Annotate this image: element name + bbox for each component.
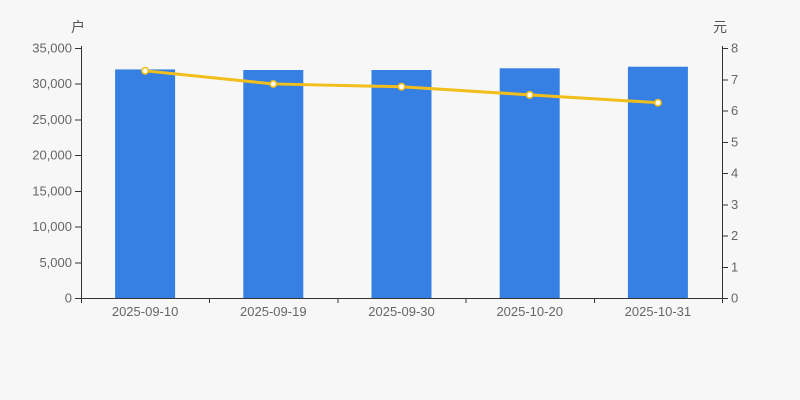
axes: 0 5,000 10,000 15,000 20,000 25,000 30,000 35,0… (32, 41, 738, 320)
line-data-point-marker (653, 98, 662, 107)
bar (499, 68, 560, 299)
right-axis-tick-label: 1 (731, 259, 738, 274)
left-axis-tick-label: 5,000 (39, 255, 72, 270)
left-axis-tick-label: 10,000 (32, 219, 72, 234)
right-axis-unit-label: 元 (713, 19, 727, 35)
left-axis-tick-label: 25,000 (32, 112, 72, 127)
left-axis-tick-label: 20,000 (32, 148, 72, 163)
right-axis-tick-label: 5 (731, 134, 738, 149)
left-axis-tick-label: 15,000 (32, 183, 72, 198)
x-axis-category-label: 2025-09-19 (240, 304, 307, 319)
right-axis-tick-label: 0 (731, 291, 738, 306)
x-axis-category-label: 2025-10-31 (625, 304, 692, 319)
left-axis-unit-label: 户 (71, 19, 85, 35)
right-axis-tick-label: 4 (731, 166, 738, 181)
line-data-point-marker (269, 79, 278, 88)
left-axis-tick-label: 35,000 (32, 41, 72, 56)
right-axis-tick-label: 7 (731, 72, 738, 87)
right-axis-tick-label: 2 (731, 228, 738, 243)
line-data-point-marker (397, 82, 406, 91)
right-axis-tick-label: 3 (731, 197, 738, 212)
line-data-point-marker (141, 66, 150, 75)
x-axis-category-label: 2025-09-10 (112, 304, 179, 319)
bar (243, 70, 304, 298)
bar-series (115, 66, 688, 299)
left-axis-tick-label: 0 (65, 291, 72, 306)
right-axis-tick-label: 6 (731, 103, 738, 118)
right-axis-tick-label: 8 (731, 41, 738, 56)
x-axis-category-label: 2025-09-30 (368, 304, 435, 319)
line-series (141, 66, 662, 107)
bar (371, 70, 432, 298)
x-axis-category-label: 2025-10-20 (496, 304, 563, 319)
bar (115, 69, 176, 298)
line-data-point-marker (525, 90, 534, 99)
left-axis-tick-label: 30,000 (32, 76, 72, 91)
